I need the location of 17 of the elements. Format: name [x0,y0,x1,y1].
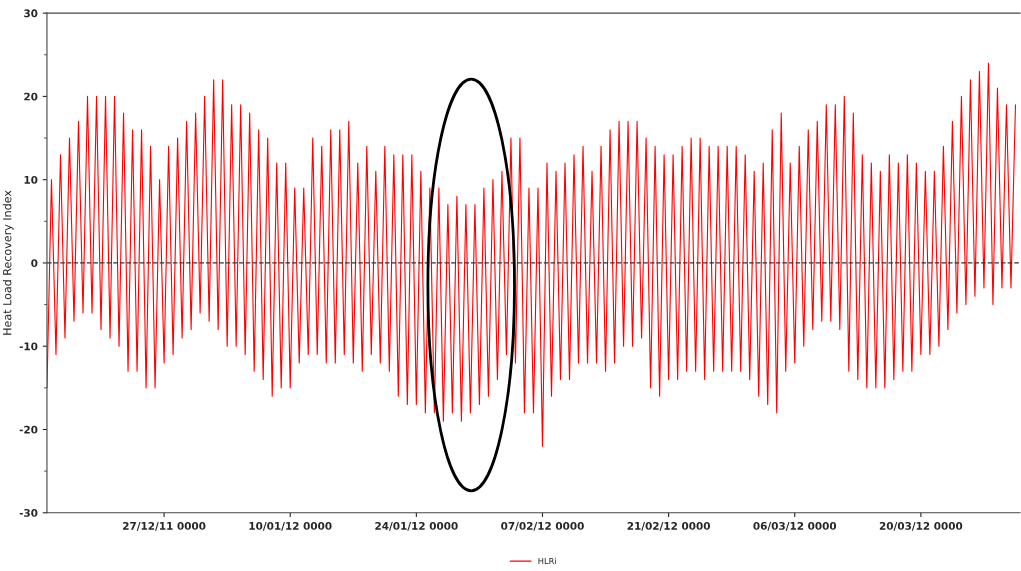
y-tick-label: 10 [24,175,38,184]
y-tick-label: 20 [24,92,38,101]
x-tick-label: 06/03/12 0000 [753,521,837,531]
legend-label: HLRi [538,557,556,565]
y-axis-title: Heat Load Recovery Index [2,190,14,335]
line-series [46,62,1017,447]
x-tick-label: 21/02/12 0000 [627,521,710,531]
x-tick-label: 20/03/12 0000 [879,521,963,531]
x-tick-label: 24/01/12 0000 [375,521,458,531]
x-tick-label: 27/12/11 0000 [123,521,206,531]
x-tick-label: 10/01/12 0000 [249,521,332,531]
y-tick-label: -20 [19,425,38,434]
y-tick-label: 30 [24,9,38,18]
x-tick-label: 07/02/12 0000 [501,521,584,531]
y-tick-label: -10 [19,342,38,351]
y-tick-label: -30 [19,508,38,517]
y-tick-label: 0 [31,259,38,268]
